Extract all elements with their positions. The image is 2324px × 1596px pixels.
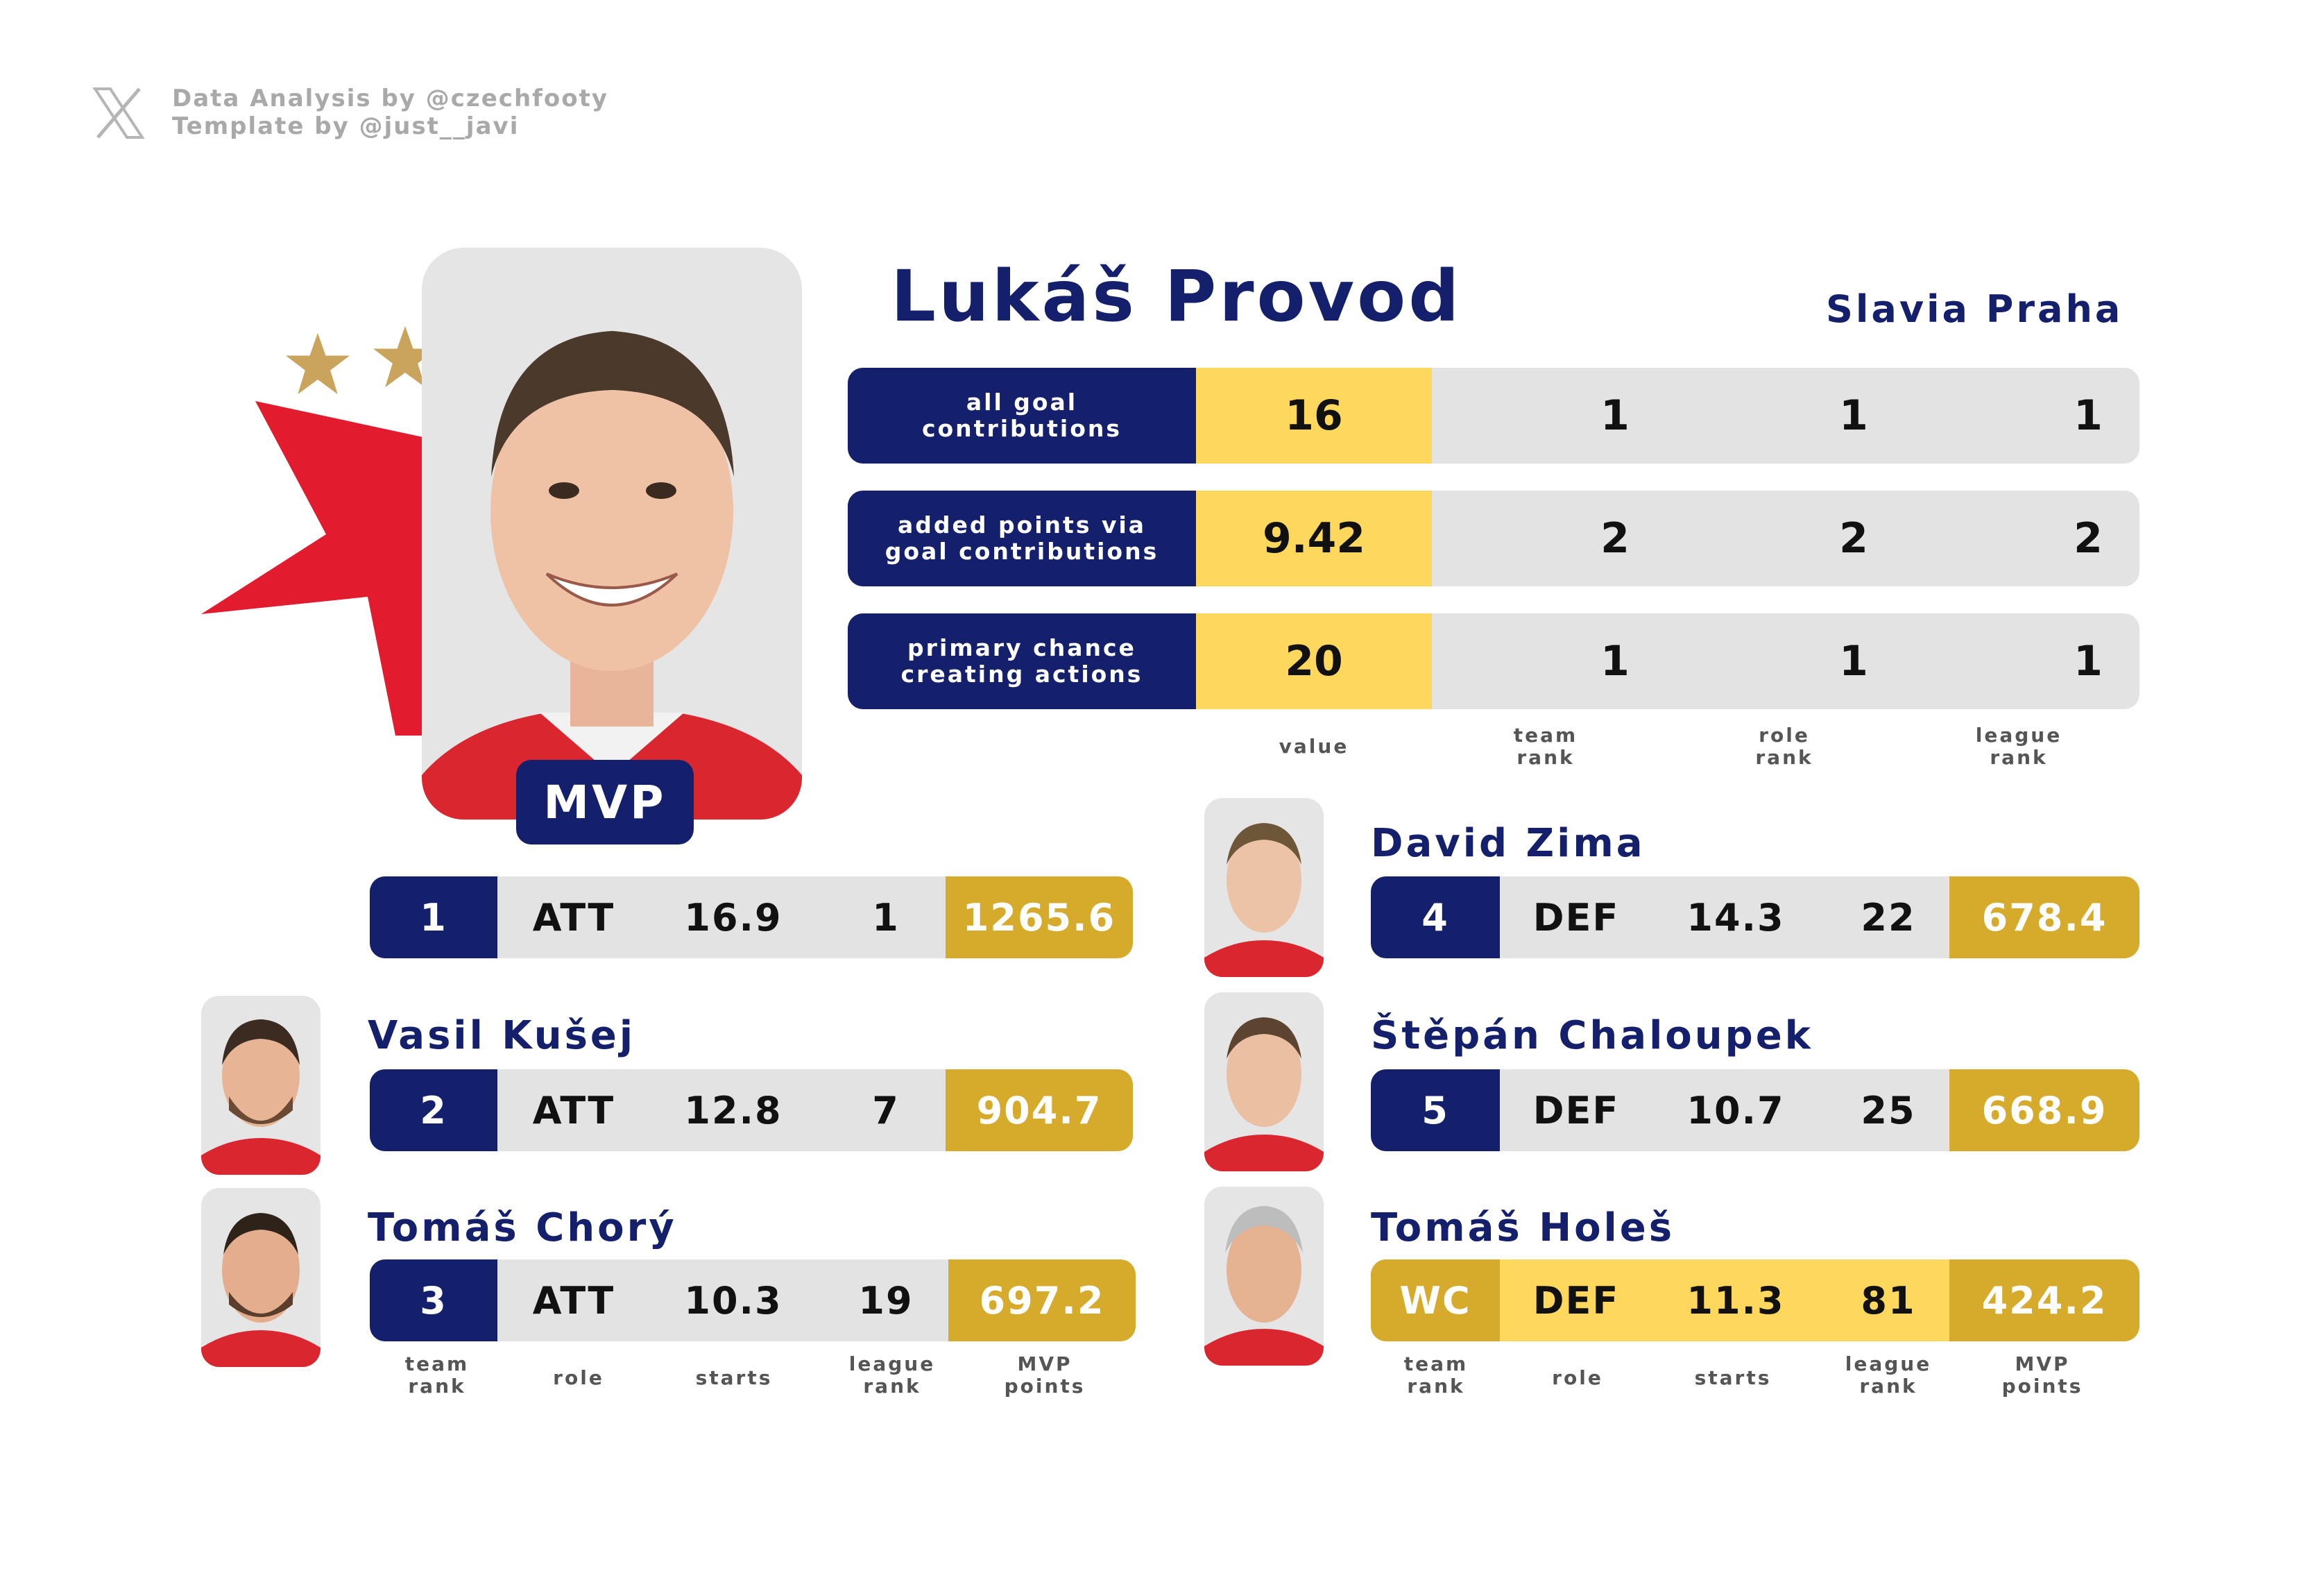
player-name: Vasil Kušej xyxy=(368,1013,636,1058)
role: ATT xyxy=(532,1278,615,1323)
caption-starts: starts xyxy=(695,1366,773,1389)
team-rank: WC xyxy=(1371,1259,1500,1341)
player-row: WC DEF 11.3 81 424.2 xyxy=(1371,1259,2139,1341)
starts: 16.9 xyxy=(684,895,783,940)
gold-star-icon xyxy=(286,332,350,395)
mvp-player-row: 1 ATT 16.9 1 1265.6 xyxy=(370,876,1133,958)
league-rank: 1 xyxy=(872,895,900,940)
player-portrait-icon xyxy=(1204,1206,1324,1366)
credit-data-analysis: Data Analysis by @czechfooty xyxy=(172,85,609,112)
starts: 12.8 xyxy=(684,1088,783,1132)
caption-team-rank: team rank xyxy=(1513,724,1578,769)
starts: 10.3 xyxy=(684,1278,783,1323)
stat-value: 9.42 xyxy=(1196,491,1432,586)
caption-team-rank: team rank xyxy=(1403,1352,1469,1398)
player-thumb xyxy=(1204,1187,1324,1366)
player-name: Tomáš Holeš xyxy=(1371,1205,1675,1250)
stat-label: primary chance creating actions xyxy=(848,613,1196,709)
caption-team-rank: team rank xyxy=(404,1352,470,1398)
player-name: Tomáš Chorý xyxy=(368,1205,677,1250)
mvp-points: 1265.6 xyxy=(946,876,1133,958)
player-portrait-icon xyxy=(201,1213,321,1367)
player-portrait-icon xyxy=(422,331,802,820)
x-logo-icon xyxy=(92,87,145,139)
mvp-points: 697.2 xyxy=(948,1259,1136,1341)
stat-role-rank: 1 xyxy=(1839,391,1868,440)
role: DEF xyxy=(1532,1278,1620,1323)
stat-league-rank: 2 xyxy=(2074,514,2103,563)
stat-row-added-points: added points via goal contributions 9.42… xyxy=(848,491,2139,586)
caption-value: value xyxy=(1279,735,1349,758)
mvp-points: 678.4 xyxy=(1949,876,2139,958)
gold-star-icon xyxy=(373,325,437,388)
player-name: Štěpán Chaloupek xyxy=(1371,1013,1813,1058)
player-thumb xyxy=(1204,798,1324,977)
mvp-player-name: Lukáš Provod xyxy=(891,255,1462,338)
team-rank: 5 xyxy=(1371,1069,1500,1151)
stat-team-rank: 2 xyxy=(1600,514,1630,563)
league-rank: 19 xyxy=(858,1278,914,1323)
starts: 11.3 xyxy=(1686,1278,1785,1323)
team-rank: 4 xyxy=(1371,876,1500,958)
player-row: 2 ATT 12.8 7 904.7 xyxy=(370,1069,1133,1151)
league-rank: 22 xyxy=(1861,895,1916,940)
stat-league-rank: 1 xyxy=(2074,391,2103,440)
league-rank: 81 xyxy=(1861,1278,1916,1323)
player-thumb xyxy=(201,996,321,1175)
slavia-star-icon xyxy=(201,401,423,736)
player-thumb xyxy=(1204,992,1324,1171)
mvp-points: 668.9 xyxy=(1949,1069,2139,1151)
stat-role-rank: 1 xyxy=(1839,637,1868,686)
caption-role: role xyxy=(1552,1366,1603,1389)
caption-mvp-points: MVP points xyxy=(2001,1352,2083,1398)
role: ATT xyxy=(532,1088,615,1132)
stat-label: added points via goal contributions xyxy=(848,491,1196,586)
team-rank: 1 xyxy=(370,876,497,958)
stat-team-rank: 1 xyxy=(1600,637,1630,686)
mvp-photo-card xyxy=(422,248,802,820)
player-row: 3 ATT 10.3 19 697.2 xyxy=(370,1259,1136,1341)
player-thumb xyxy=(201,1188,321,1367)
caption-role-rank: role rank xyxy=(1755,724,1813,769)
player-name: David Zima xyxy=(1371,821,1646,866)
player-portrait-icon xyxy=(1204,1017,1324,1171)
stat-team-rank: 1 xyxy=(1600,391,1630,440)
caption-league-rank: league rank xyxy=(1975,724,2062,769)
team-rank: 3 xyxy=(370,1259,497,1341)
caption-league-rank: league rank xyxy=(848,1352,936,1398)
league-rank: 25 xyxy=(1861,1088,1916,1132)
mvp-badge: MVP xyxy=(516,760,694,844)
caption-league-rank: league rank xyxy=(1845,1352,1932,1398)
credit-template: Template by @just__javi xyxy=(172,112,520,140)
stat-row-goal-contributions: all goal contributions 16 1 1 1 xyxy=(848,368,2139,464)
role: DEF xyxy=(1532,895,1620,940)
league-rank: 7 xyxy=(872,1088,900,1132)
stat-role-rank: 2 xyxy=(1839,514,1868,563)
caption-mvp-points: MVP points xyxy=(1004,1352,1086,1398)
player-row: 5 DEF 10.7 25 668.9 xyxy=(1371,1069,2139,1151)
caption-role: role xyxy=(553,1366,604,1389)
stat-league-rank: 1 xyxy=(2074,637,2103,686)
stat-row-chance-creating: primary chance creating actions 20 1 1 1 xyxy=(848,613,2139,709)
caption-starts: starts xyxy=(1694,1366,1772,1389)
role: ATT xyxy=(532,895,615,940)
player-row: 4 DEF 14.3 22 678.4 xyxy=(1371,876,2139,958)
stat-value: 16 xyxy=(1196,368,1432,464)
club-name: Slavia Praha xyxy=(1826,287,2124,331)
role: DEF xyxy=(1532,1088,1620,1132)
stat-value: 20 xyxy=(1196,613,1432,709)
starts: 10.7 xyxy=(1686,1088,1785,1132)
player-portrait-icon xyxy=(1204,823,1324,977)
starts: 14.3 xyxy=(1686,895,1785,940)
player-portrait-icon xyxy=(201,1019,321,1175)
stat-label: all goal contributions xyxy=(848,368,1196,464)
mvp-points: 424.2 xyxy=(1949,1259,2139,1341)
team-rank: 2 xyxy=(370,1069,497,1151)
mvp-points: 904.7 xyxy=(946,1069,1133,1151)
